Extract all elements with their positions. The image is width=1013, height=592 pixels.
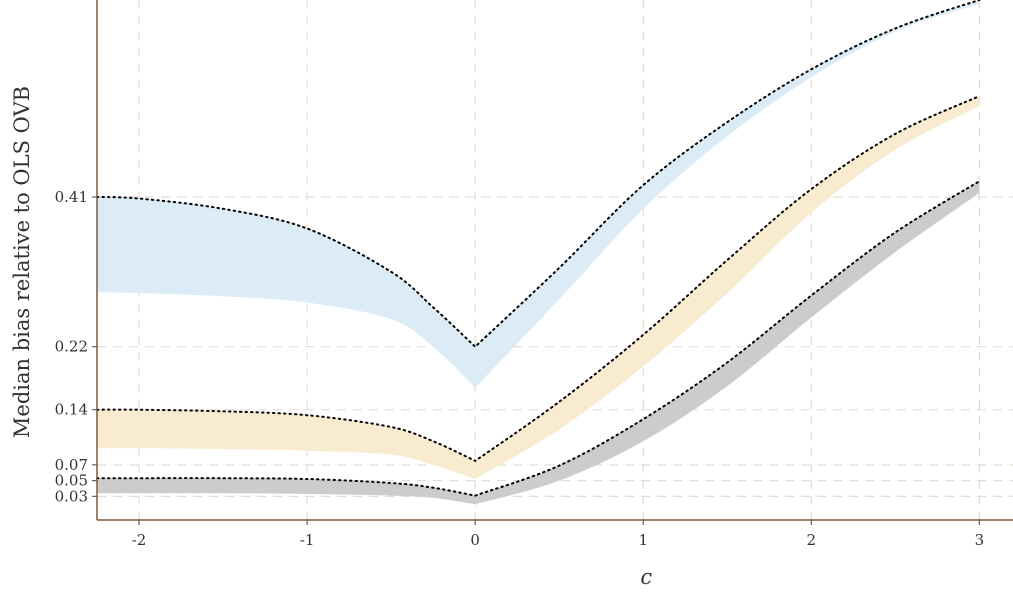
x-tick-label-3: 1 bbox=[638, 531, 648, 549]
x-tick-label-0: -2 bbox=[132, 531, 147, 549]
x-axis-title: c bbox=[640, 565, 652, 589]
y-axis-title: Median bias relative to OLS OVB bbox=[10, 86, 34, 438]
y-tick-label-5: 0.41 bbox=[55, 188, 88, 206]
y-tick-label-0: 0.03 bbox=[55, 487, 88, 505]
x-tick-label-2: 0 bbox=[470, 531, 480, 549]
x-tick-label-4: 2 bbox=[807, 531, 817, 549]
x-tick-label-1: -1 bbox=[300, 531, 315, 549]
axes bbox=[92, 0, 1013, 525]
upper-line-series-1 bbox=[96, 95, 981, 463]
upper-line-series-0 bbox=[96, 0, 981, 349]
band-series-0 bbox=[97, 0, 980, 388]
bands bbox=[97, 0, 980, 505]
x-tick-label-5: 3 bbox=[975, 531, 985, 549]
y-tick-label-3: 0.14 bbox=[55, 401, 88, 419]
tick-labels: -2 -1 0 1 2 3 0.030.050.07 0.14 0.22 0.41 bbox=[55, 188, 985, 549]
y-tick-label-2: 0.07 bbox=[55, 456, 88, 474]
y-tick-label-4: 0.22 bbox=[55, 338, 88, 356]
y-tick-label-1: 0.05 bbox=[55, 472, 88, 490]
upper-line-series-2 bbox=[96, 180, 981, 497]
band-series-1 bbox=[97, 96, 980, 479]
upper-lines bbox=[96, 0, 981, 497]
